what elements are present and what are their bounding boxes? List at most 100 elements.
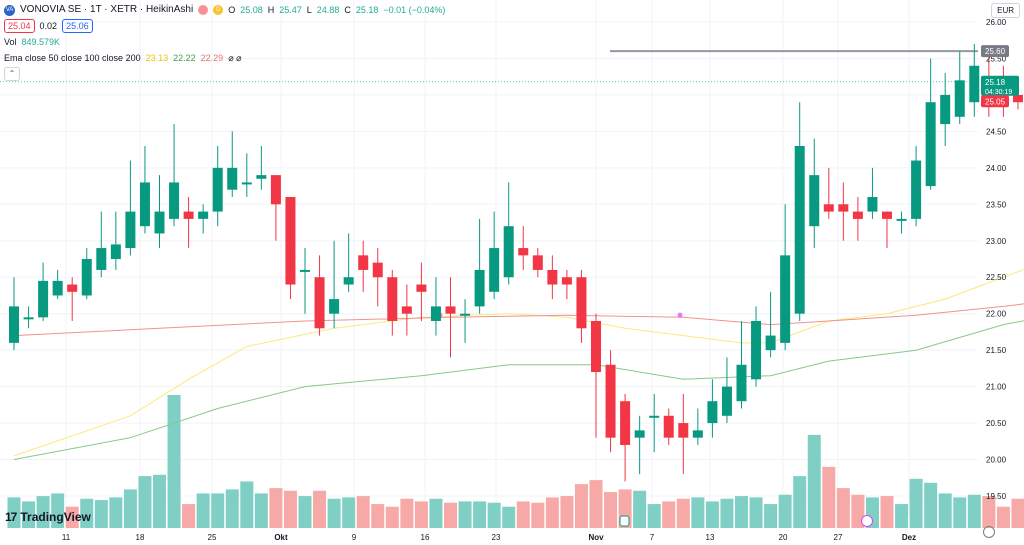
ohlc-close: 25.18 (355, 5, 379, 15)
price-tick-label: 22.00 (986, 310, 1007, 319)
volume-bar (94, 500, 108, 528)
bid-ask-row: 25.04 0.02 25.06 (4, 18, 445, 34)
volume-bar (283, 490, 297, 528)
volume-bar (836, 488, 850, 528)
currency-selector[interactable]: EUR (991, 3, 1020, 18)
candle-body (591, 320, 601, 373)
tradingview-logo[interactable]: 17 TradingView (5, 510, 91, 524)
volume-bar (313, 490, 327, 528)
ema-50-line (13, 268, 1024, 457)
candle-body (692, 430, 703, 438)
volume-bar (589, 480, 603, 528)
ohlc-open: 25.08 (240, 5, 263, 15)
candle-body (81, 259, 92, 296)
price-label-ema: 25.05 (981, 95, 1009, 108)
candle-body (256, 175, 267, 179)
volume-bar (298, 496, 312, 528)
ema-value-100: 22.22 (173, 53, 196, 63)
volume-bar (269, 488, 283, 528)
candle-body (780, 255, 791, 343)
price-tick-label: 24.00 (986, 164, 1007, 173)
time-tick-label: 23 (492, 533, 501, 542)
candle-body (518, 248, 529, 256)
ohlc-high: 25.47 (279, 5, 302, 15)
volume-bar (807, 434, 821, 528)
price-label-countdown: 04:30:19 (985, 89, 1012, 96)
volume-bars (7, 395, 1024, 528)
volume-bar (705, 501, 719, 528)
ema-visibility-icons[interactable]: ⌀ ⌀ (228, 53, 242, 63)
volume-bar (604, 492, 618, 528)
candle-body (940, 94, 951, 125)
time-axis[interactable]: 11 18 25 Okt 9 16 23 Nov 7 13 20 27 Dez (62, 533, 916, 542)
candle-body (241, 182, 252, 185)
ema-row[interactable]: Ema close 50 close 100 close 200 23.13 2… (4, 50, 445, 66)
volume-bar (342, 497, 356, 528)
volume-bar (560, 496, 574, 528)
volume-bar (138, 476, 152, 528)
time-tick-label: 16 (421, 533, 430, 542)
volume-bar (36, 496, 50, 528)
candle-body (343, 277, 354, 285)
candle-body (139, 182, 150, 227)
volume-bar (7, 497, 21, 528)
candle-body (707, 401, 718, 424)
price-label-ema-bg (981, 95, 1009, 108)
volume-bar (647, 504, 661, 528)
candle-body (823, 204, 834, 212)
candle-body (110, 244, 121, 259)
symbol-title[interactable]: VONOVIA SE · 1T · XETR · HeikinAshi (20, 4, 194, 15)
time-tick-label: 13 (706, 533, 715, 542)
chevron-up-icon[interactable]: ⌃ (4, 67, 20, 81)
price-tick-label: 25.50 (986, 54, 1007, 63)
volume-bar (356, 496, 370, 528)
candle-body (227, 167, 238, 190)
volume-bar (880, 496, 894, 528)
volume-bar (822, 466, 836, 528)
time-tick-label: 27 (834, 533, 843, 542)
spread-value: 0.02 (39, 21, 58, 31)
ohlc-low: 24.88 (316, 5, 340, 15)
candle-body (838, 204, 849, 212)
candle-body (474, 269, 485, 307)
volume-bar (385, 506, 399, 528)
volume-bar (938, 493, 952, 528)
candle-body (620, 401, 631, 445)
gear-icon[interactable] (983, 526, 995, 538)
time-tick-label: Nov (588, 533, 604, 542)
volume-bar (720, 498, 734, 528)
ema-cross-marker (677, 312, 683, 318)
candle-body (67, 284, 78, 292)
candle-body (300, 269, 310, 272)
candle-body (314, 277, 325, 329)
volume-bar (327, 498, 341, 528)
volume-bar (545, 497, 559, 528)
price-label-hline-text: 25.60 (985, 47, 1006, 56)
ohlc-open-label: O (228, 5, 236, 15)
volume-bar (895, 504, 909, 528)
candle-body (751, 320, 762, 380)
ema-label: Ema close 50 close 100 close 200 (4, 53, 141, 63)
candle-body (329, 299, 340, 314)
volume-bar (487, 502, 501, 528)
candle-body (387, 277, 398, 321)
volume-bar (764, 504, 778, 528)
ohlc-high-label: H (267, 5, 275, 15)
price-tick-label: 26.00 (986, 18, 1007, 27)
bid-button[interactable]: 25.04 (4, 19, 35, 33)
volume-bar (153, 474, 166, 528)
candle-body (503, 226, 514, 278)
time-tick-label: Dez (902, 533, 916, 542)
ask-button[interactable]: 25.06 (62, 19, 93, 33)
ema-value-200: 22.29 (200, 53, 224, 63)
lightning-icon-circle (861, 515, 873, 527)
volume-bar (676, 498, 690, 528)
candle-body (736, 364, 747, 402)
price-tick-label: 24.50 (986, 127, 1007, 136)
ohlc-change: −0.01 (−0.04%) (383, 5, 446, 15)
symbol-row[interactable]: VA VONOVIA SE · 1T · XETR · HeikinAshi D… (4, 2, 445, 18)
volume-row[interactable]: Vol 849.579K (4, 34, 445, 50)
volume-bar (400, 498, 414, 528)
volume-bar (458, 501, 472, 528)
